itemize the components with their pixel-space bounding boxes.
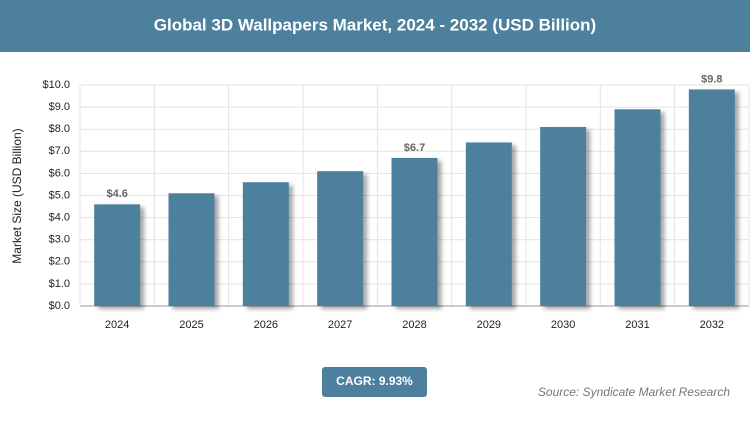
bar [688, 89, 735, 306]
x-tick-label: 2030 [551, 319, 575, 331]
bar [540, 126, 587, 307]
bar [94, 204, 141, 306]
x-tick-label: 2027 [328, 319, 352, 331]
bar [242, 182, 289, 306]
plot-area: $0.0 $1.0 $2.0 $3.0 $4.0 $5.0 $6.0 $7.0 $8.0 $9.0… [42, 73, 750, 331]
y-tick-label: $8.0 [49, 123, 70, 135]
x-tick-label: 2028 [402, 319, 426, 331]
x-tick-label: 2024 [105, 319, 129, 331]
value-label: $6.7 [404, 142, 425, 154]
y-tick-label: $6.0 [49, 167, 70, 179]
bar [614, 109, 661, 306]
title-bar [0, 0, 750, 52]
cagr-box [322, 367, 427, 397]
y-tick-label: $4.0 [49, 212, 70, 224]
y-tick-label: $2.0 [49, 256, 70, 268]
bar [317, 171, 364, 306]
y-tick-label: $7.0 [49, 145, 70, 157]
y-axis-label: Market Size (USD Billion) [10, 128, 24, 263]
x-tick-label: 2032 [700, 319, 724, 331]
bar [391, 157, 438, 306]
x-tick-label: 2026 [254, 319, 278, 331]
bar [168, 193, 215, 306]
y-tick-label: $3.0 [49, 234, 70, 246]
chart-title: Global 3D Wallpapers Market, 2024 - 2032… [154, 15, 596, 34]
x-tick-label: 2025 [179, 319, 203, 331]
x-tick-label: 2031 [625, 319, 649, 331]
bar [465, 142, 512, 306]
y-tick-label: $5.0 [49, 189, 70, 201]
x-tick-label: 2029 [477, 319, 501, 331]
value-label: $4.6 [106, 188, 127, 200]
value-label: $9.8 [701, 73, 722, 85]
y-tick-label: $0.0 [49, 300, 70, 312]
cagr-label: CAGR: 9.93% [336, 374, 413, 388]
y-tick-label: $9.0 [49, 101, 70, 113]
source-note: Source: Syndicate Market Research [538, 385, 730, 399]
y-tick-label: $1.0 [49, 278, 70, 290]
y-tick-label: $10.0 [42, 79, 70, 91]
